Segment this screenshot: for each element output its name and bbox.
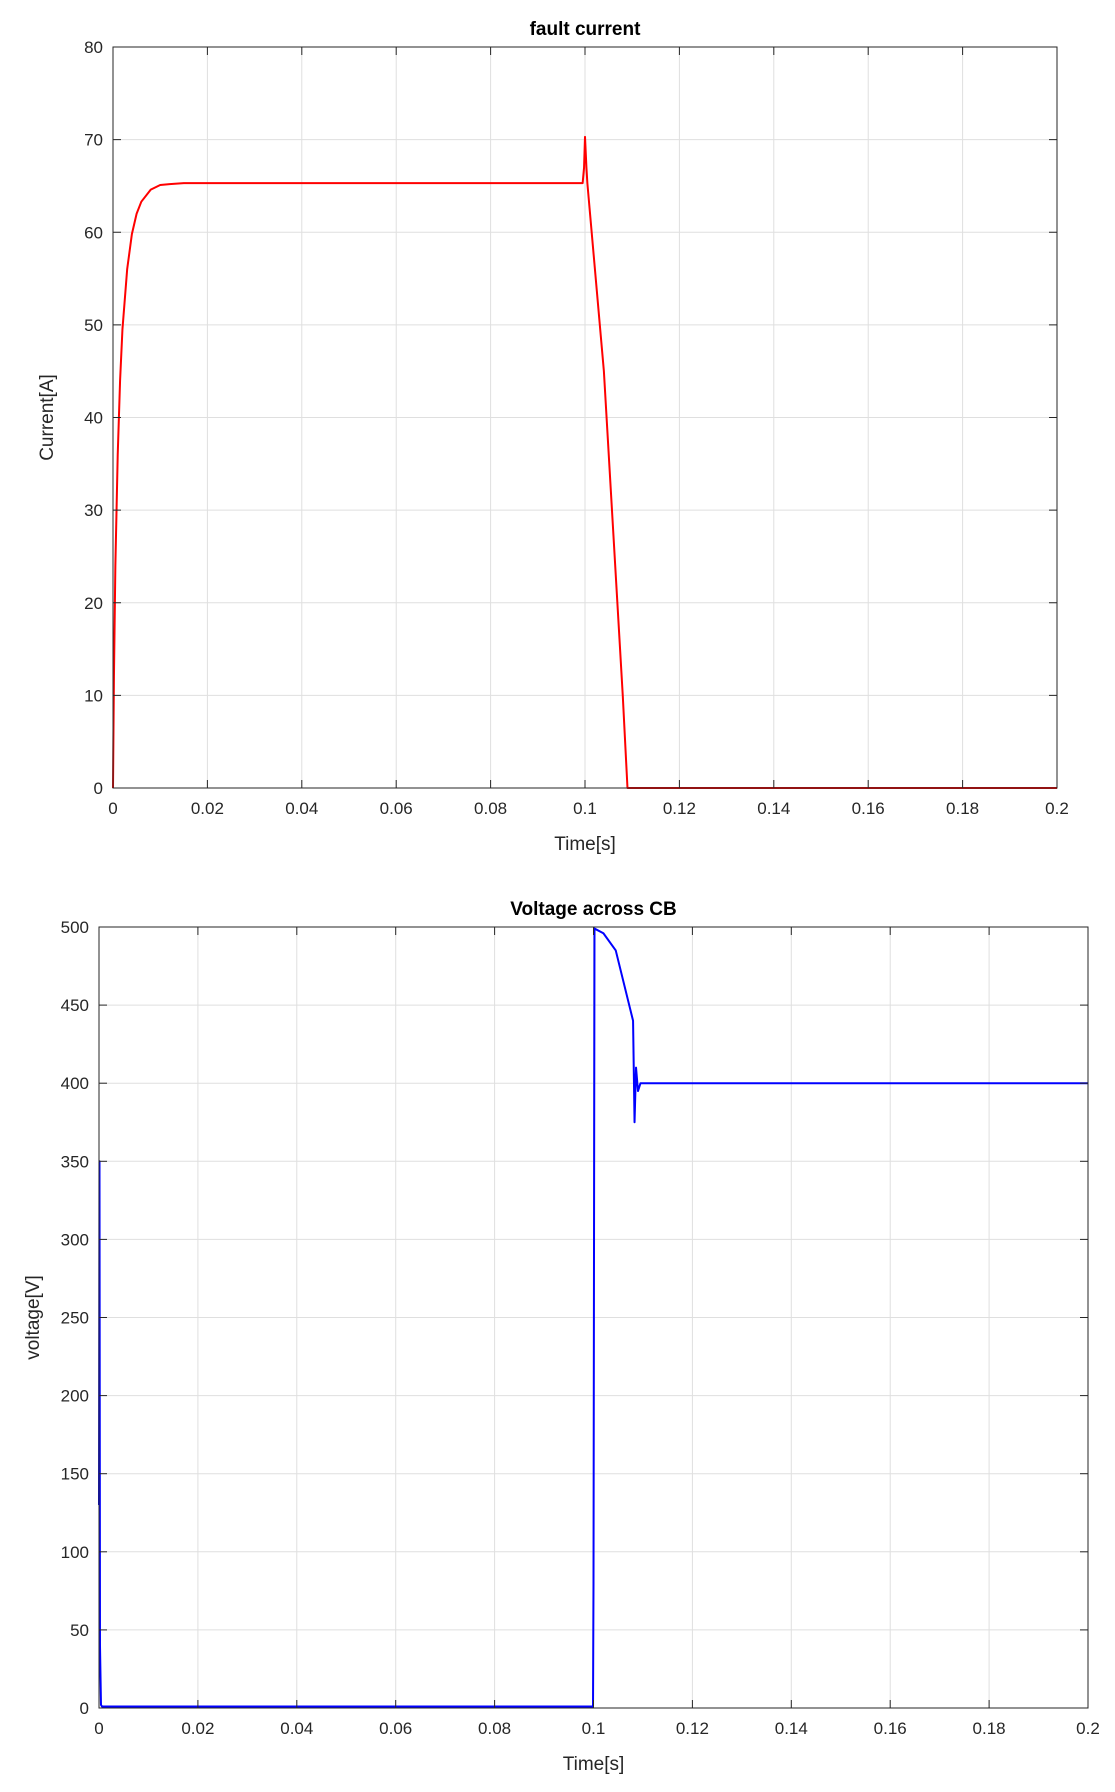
voltage-across-cb-x-tick-label: 0.02 [181, 1719, 214, 1738]
fault-current-y-tick-label: 0 [94, 779, 103, 798]
fault-current-y-axis-label: Current[A] [37, 374, 58, 461]
fault-current-x-tick-label: 0 [108, 799, 117, 818]
voltage-across-cb-y-tick-label: 450 [61, 996, 89, 1015]
voltage-across-cb-x-tick-label: 0.14 [775, 1719, 808, 1738]
fault-current-x-tick-label: 0.12 [663, 799, 696, 818]
fault-current-y-tick-label: 20 [84, 594, 103, 613]
fault-current-y-tick-label: 70 [84, 131, 103, 150]
voltage-across-cb-y-tick-label: 200 [61, 1387, 89, 1406]
voltage-across-cb-x-tick-label: 0.18 [973, 1719, 1006, 1738]
fault-current-x-tick-label: 0.04 [285, 799, 318, 818]
fault-current-x-tick-label: 0.18 [946, 799, 979, 818]
voltage-across-cb-x-tick-label: 0.16 [874, 1719, 907, 1738]
fault-current-y-tick-label: 10 [84, 686, 103, 705]
voltage-across-cb-series-line [98, 927, 1088, 1708]
voltage-across-cb-x-tick-label: 0.08 [478, 1719, 511, 1738]
fault-current-y-tick-label: 80 [84, 38, 103, 57]
fault-current-y-tick-label: 40 [84, 409, 103, 428]
voltage-across-cb-y-tick-label: 0 [80, 1699, 89, 1718]
voltage-across-cb-y-tick-label: 350 [61, 1152, 89, 1171]
fault-current-x-tick-label: 0.1 [573, 799, 597, 818]
voltage-across-cb-title: Voltage across CB [510, 899, 676, 920]
fault-current-x-axis-label: Time[s] [554, 834, 616, 855]
voltage-across-cb-x-tick-label: 0.2 [1076, 1719, 1100, 1738]
fault-current-x-tick-label: 0.02 [191, 799, 224, 818]
voltage-across-cb-y-tick-label: 150 [61, 1465, 89, 1484]
voltage-across-cb-x-tick-label: 0.1 [582, 1719, 606, 1738]
voltage-across-cb-y-tick-label: 400 [61, 1074, 89, 1093]
fault-current-x-tick-label: 0.2 [1045, 799, 1069, 818]
fault-current-y-tick-label: 50 [84, 316, 103, 335]
voltage-across-cb-x-tick-label: 0.12 [676, 1719, 709, 1738]
fault-current-y-tick-label: 30 [84, 501, 103, 520]
fault-current-x-tick-label: 0.06 [380, 799, 413, 818]
voltage-across-cb-y-tick-label: 50 [70, 1621, 89, 1640]
fault-current-x-tick-label: 0.08 [474, 799, 507, 818]
fault-current-series-line [112, 135, 1057, 789]
voltage-across-cb-x-tick-label: 0.04 [280, 1719, 313, 1738]
voltage-across-cb-y-axis-label: voltage[V] [23, 1275, 44, 1360]
voltage-across-cb-x-axis-label: Time[s] [563, 1754, 625, 1775]
fault-current-x-tick-label: 0.16 [852, 799, 885, 818]
fault-current-x-tick-label: 0.14 [757, 799, 790, 818]
voltage-across-cb-y-tick-label: 250 [61, 1309, 89, 1328]
voltage-across-cb-x-tick-label: 0 [94, 1719, 103, 1738]
voltage-across-cb-y-tick-label: 500 [61, 918, 89, 937]
voltage-across-cb-chart: 0 0.02 0.04 0.06 0.08 0.1 0.12 0.14 0.16 0.18 0.2 0… [23, 899, 1100, 1775]
voltage-across-cb-x-tick-label: 0.06 [379, 1719, 412, 1738]
voltage-across-cb-y-tick-label: 100 [61, 1543, 89, 1562]
fault-current-chart: 0 0.02 0.04 0.06 0.08 0.1 0.12 0.14 0.16 0.18 0.2 0… [37, 19, 1069, 855]
fault-current-title: fault current [530, 19, 642, 40]
fault-current-y-tick-label: 60 [84, 223, 103, 242]
voltage-across-cb-y-tick-label: 300 [61, 1230, 89, 1249]
